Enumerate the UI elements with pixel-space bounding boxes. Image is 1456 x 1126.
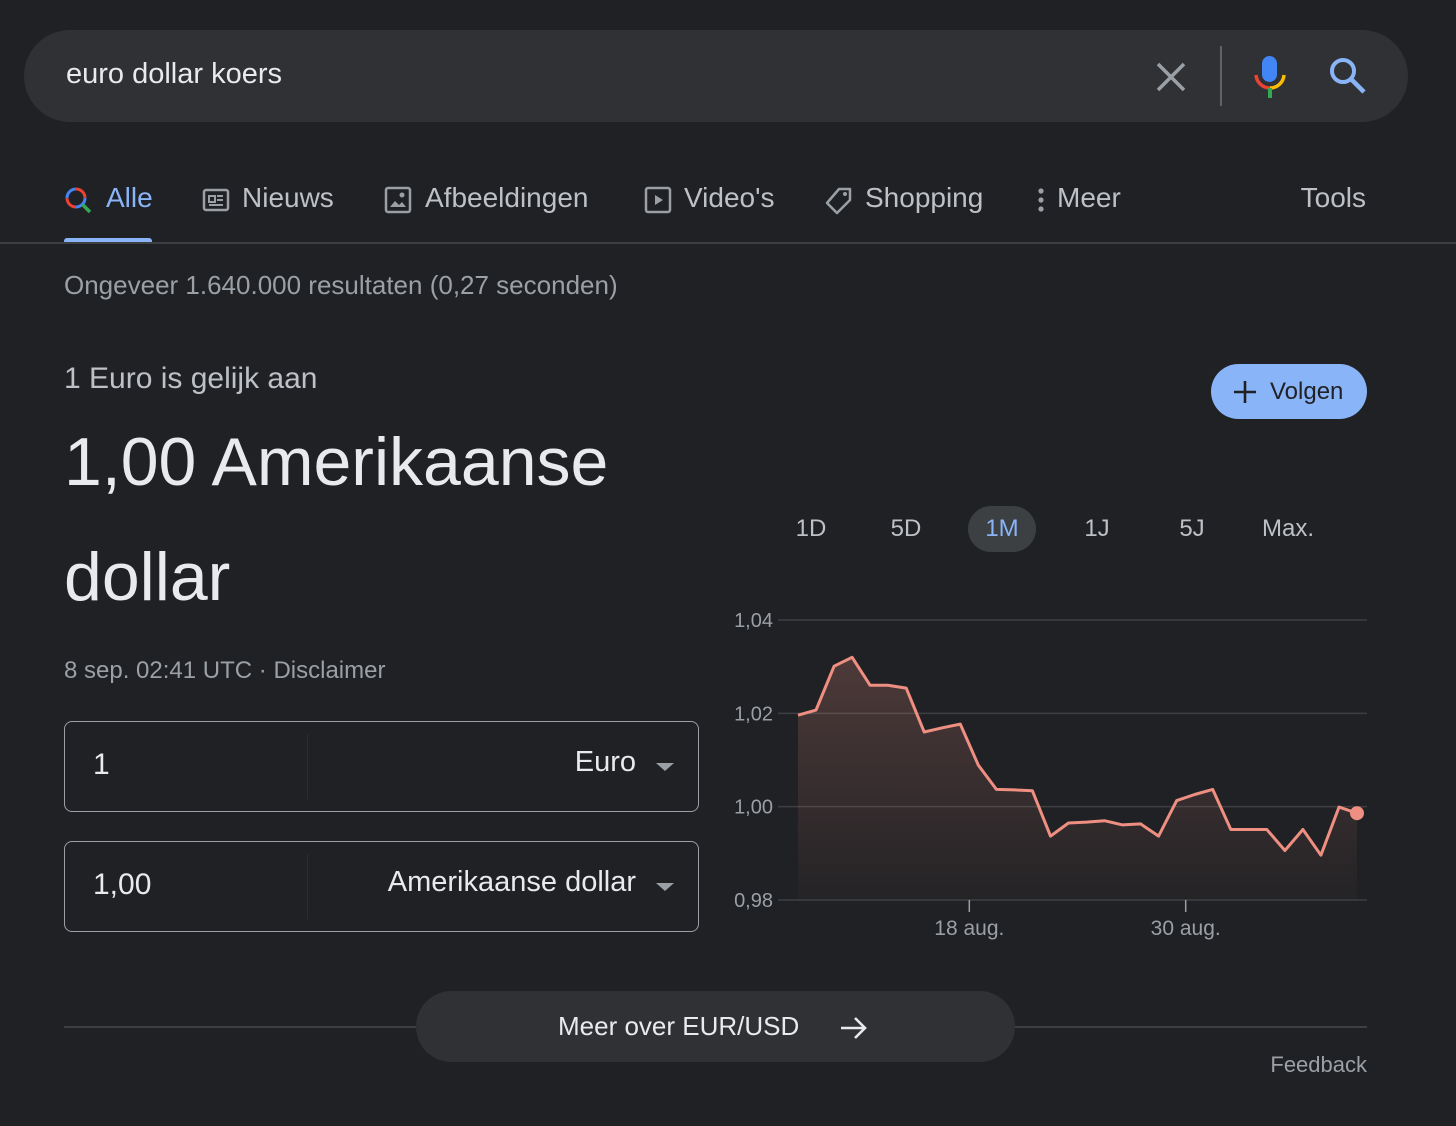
- tab-icon: [384, 186, 412, 214]
- converter-result: 1,00 Amerikaanse dollar: [64, 424, 609, 615]
- result-stats: Ongeveer 1.640.000 resultaten (0,27 seco…: [64, 270, 618, 300]
- divider: [0, 242, 1456, 244]
- range-button[interactable]: 5D: [890, 515, 922, 542]
- feedback-link[interactable]: Feedback: [1270, 1052, 1367, 1077]
- mic-icon[interactable]: [1252, 54, 1288, 100]
- tab-icon: [202, 188, 230, 212]
- to-currency[interactable]: Amerikaanse dollar: [387, 866, 636, 898]
- arrow-icon: [841, 1017, 867, 1039]
- range-button[interactable]: Max.: [1261, 515, 1314, 542]
- area: [798, 657, 1357, 900]
- tab[interactable]: Shopping: [865, 182, 984, 213]
- follow-label: Volgen: [1270, 378, 1344, 405]
- divider: [307, 854, 308, 919]
- x-tick-label: 18 aug.: [934, 917, 1004, 940]
- to-amount[interactable]: 1,00: [93, 868, 152, 901]
- x-tick-label: 30 aug.: [1151, 917, 1221, 940]
- from-amount[interactable]: 1: [93, 748, 110, 781]
- dropdown-arrow[interactable]: [656, 883, 674, 891]
- clear-icon[interactable]: [1154, 60, 1188, 94]
- search-query[interactable]: euro dollar koers: [66, 58, 282, 90]
- tab-icon: [1038, 188, 1044, 212]
- search-bar[interactable]: euro dollar koers: [24, 30, 1408, 122]
- separator: ·: [258, 657, 267, 684]
- search-icon[interactable]: [1328, 56, 1368, 96]
- divider: [1220, 46, 1222, 106]
- timestamp: 8 sep. 02:41 UTC: [64, 657, 253, 684]
- y-tick-label: 1,00: [734, 797, 773, 819]
- disclaimer-link[interactable]: Disclaimer: [273, 657, 386, 684]
- tab[interactable]: Meer: [1057, 182, 1121, 213]
- range-button[interactable]: 1D: [795, 515, 827, 542]
- divider: [307, 734, 308, 799]
- to-input[interactable]: 1,00 Amerikaanse dollar: [64, 841, 699, 932]
- range-button[interactable]: 1J: [1084, 515, 1110, 542]
- tab-indicator: [64, 238, 152, 243]
- from-currency[interactable]: Euro: [574, 746, 636, 778]
- chart: 0,98 1,00 1,02 1,04 18 aug. 30 aug.: [734, 610, 1367, 940]
- more-label: Meer over EUR/USD: [558, 1011, 800, 1041]
- follow-button[interactable]: Volgen: [1211, 364, 1367, 419]
- more-button[interactable]: Meer over EUR/USD: [416, 991, 1015, 1062]
- range-button[interactable]: 5J: [1179, 515, 1205, 542]
- tab-icon: [644, 186, 672, 214]
- tab-icon: [825, 187, 852, 215]
- tab[interactable]: Nieuws: [242, 182, 334, 213]
- tools[interactable]: Tools: [1300, 182, 1366, 213]
- line: [797, 655, 1358, 857]
- tab[interactable]: Afbeeldingen: [425, 182, 589, 213]
- tab[interactable]: Alle: [106, 182, 153, 213]
- converter-intro: 1 Euro is gelijk aan: [64, 362, 318, 395]
- plus-icon: [1234, 381, 1256, 403]
- y-tick-label: 0,98: [734, 890, 773, 912]
- dropdown-arrow[interactable]: [656, 763, 674, 771]
- range-button[interactable]: 1M: [968, 506, 1036, 552]
- y-tick-label: 1,02: [734, 703, 773, 725]
- last-point: [1350, 806, 1364, 821]
- tab-icon: [65, 187, 92, 214]
- from-input[interactable]: 1 Euro: [64, 721, 699, 812]
- timestamp-line: 8 sep. 02:41 UTC · Disclaimer: [64, 657, 385, 685]
- tab[interactable]: Video's: [684, 182, 775, 213]
- y-tick-label: 1,04: [734, 610, 773, 632]
